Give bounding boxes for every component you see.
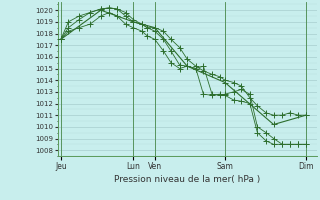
X-axis label: Pression niveau de la mer( hPa ): Pression niveau de la mer( hPa ) — [114, 175, 260, 184]
